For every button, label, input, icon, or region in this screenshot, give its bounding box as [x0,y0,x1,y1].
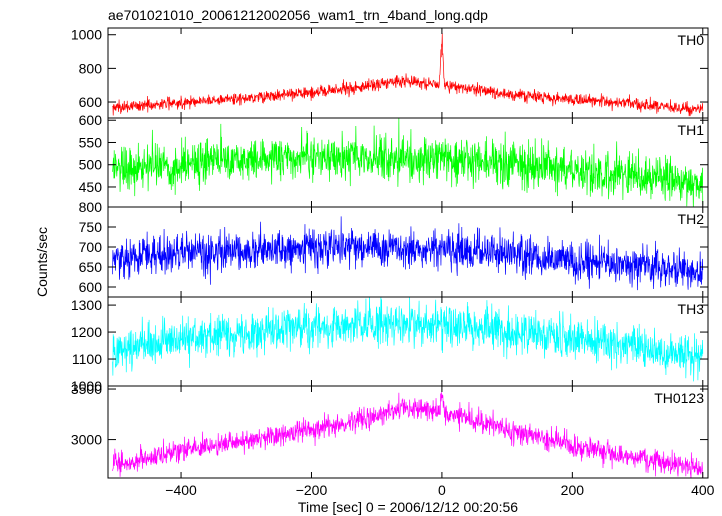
y-tick-label: 600 [79,112,103,128]
y-tick-label: 3000 [71,432,102,448]
plot-title: ae701021010_20061212002056_wam1_trn_4ban… [108,7,488,23]
y-tick-label: 700 [79,239,103,255]
light-curve-th1 [112,118,704,207]
y-tick-label: 1000 [71,378,102,394]
y-tick-label: 550 [79,134,103,150]
y-tick-label: 800 [79,60,103,76]
light-curve-th2 [112,216,704,291]
y-tick-label: 450 [79,179,103,195]
band-label-th2: TH2 [678,211,705,227]
y-tick-label: 1100 [72,351,102,367]
band-label-th0: TH0 [678,32,705,48]
y-tick-label: 650 [79,259,103,275]
y-tick-label: 750 [79,219,103,235]
x-axis-label: Time [sec] 0 = 2006/12/12 00:20:56 [298,499,518,515]
panel-th0123: 3000 3500 TH0123 [71,381,709,479]
y-tick-label: 500 [79,157,103,173]
x-tick-label: −400 [165,482,197,498]
panel-th1: 450 500 550 600 TH1 [79,112,709,208]
y-tick-label: 3500 [71,381,102,397]
y-tick-label: 600 [79,279,103,295]
panels-group: 600 800 1000 TH0 450 500 550 600 TH1 600 650 700 750… [71,27,715,498]
x-tick-label: −200 [296,482,328,498]
y-tick-label: 1000 [71,27,102,43]
panel-th2: 600 650 700 750 800 TH2 [79,199,709,298]
x-tick-label: 400 [691,482,715,498]
light-curve-th0 [112,33,704,117]
light-curve-th0123 [112,392,704,478]
y-tick-label: 1300 [71,297,102,313]
panel-th0: 600 800 1000 TH0 [71,27,709,119]
y-tick-label: 1200 [71,324,102,340]
band-label-th0123: TH0123 [654,390,704,406]
panel-th3: 1000 1100 1200 1300 TH3 [71,296,709,394]
light-curve-th3 [112,297,704,382]
band-label-th3: TH3 [678,301,705,317]
panel-frame [107,385,709,479]
band-label-th1: TH1 [678,122,705,138]
x-tick-label: 200 [561,482,585,498]
y-axis-label: Counts/sec [34,227,50,297]
x-tick-label: 0 [438,482,446,498]
y-tick-label: 800 [79,199,103,215]
y-tick-label: 600 [79,94,103,110]
